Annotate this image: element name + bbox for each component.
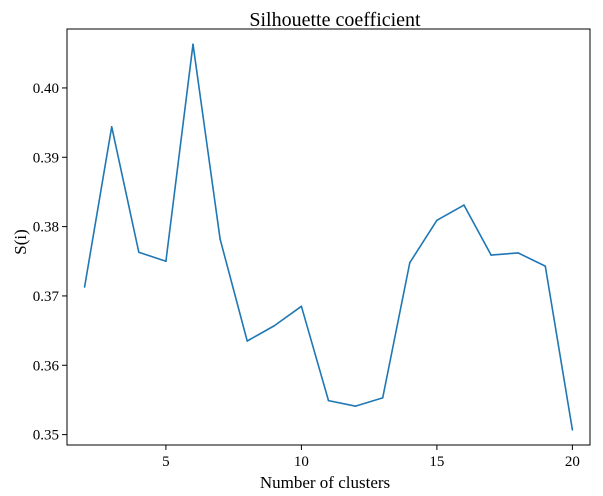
data-point bbox=[436, 219, 438, 222]
x-tick-label: 10 bbox=[294, 454, 309, 470]
series-line bbox=[83, 43, 574, 431]
plot-area bbox=[66, 28, 591, 446]
x-axis: 5 10 15 20 bbox=[162, 445, 580, 470]
data-point bbox=[273, 324, 276, 327]
y-axis-label: S(i) bbox=[11, 229, 30, 255]
data-point bbox=[300, 305, 303, 308]
series-layer bbox=[83, 43, 574, 431]
data-point bbox=[83, 286, 86, 288]
y-axis: 0.35 0.36 0.37 0.38 0.39 0.40 bbox=[33, 81, 67, 444]
y-tick-label: 0.39 bbox=[33, 150, 59, 166]
plot-frame bbox=[66, 28, 591, 446]
data-point bbox=[219, 238, 221, 240]
data-point bbox=[408, 261, 411, 264]
x-tick-label: 20 bbox=[565, 454, 580, 470]
x-axis-label: Number of clusters bbox=[260, 473, 390, 492]
data-point bbox=[463, 204, 465, 206]
data-point bbox=[490, 254, 492, 256]
x-tick-label: 15 bbox=[429, 454, 444, 470]
data-point bbox=[517, 252, 519, 254]
x-tick-label: 5 bbox=[162, 454, 170, 470]
data-point bbox=[246, 340, 249, 342]
data-point bbox=[544, 265, 547, 267]
data-point bbox=[354, 405, 357, 407]
chart-title: Silhouette coefficient bbox=[249, 9, 421, 31]
data-point bbox=[165, 260, 167, 263]
data-point bbox=[110, 125, 113, 128]
y-tick-label: 0.36 bbox=[33, 358, 60, 374]
data-point bbox=[571, 428, 574, 431]
y-tick-label: 0.35 bbox=[33, 428, 59, 444]
data-point bbox=[138, 251, 140, 254]
data-point bbox=[192, 43, 194, 46]
y-tick-label: 0.40 bbox=[33, 81, 59, 97]
y-tick-label: 0.38 bbox=[33, 220, 59, 236]
y-tick-label: 0.37 bbox=[33, 289, 60, 305]
data-point bbox=[327, 399, 330, 402]
data-point bbox=[381, 397, 384, 399]
